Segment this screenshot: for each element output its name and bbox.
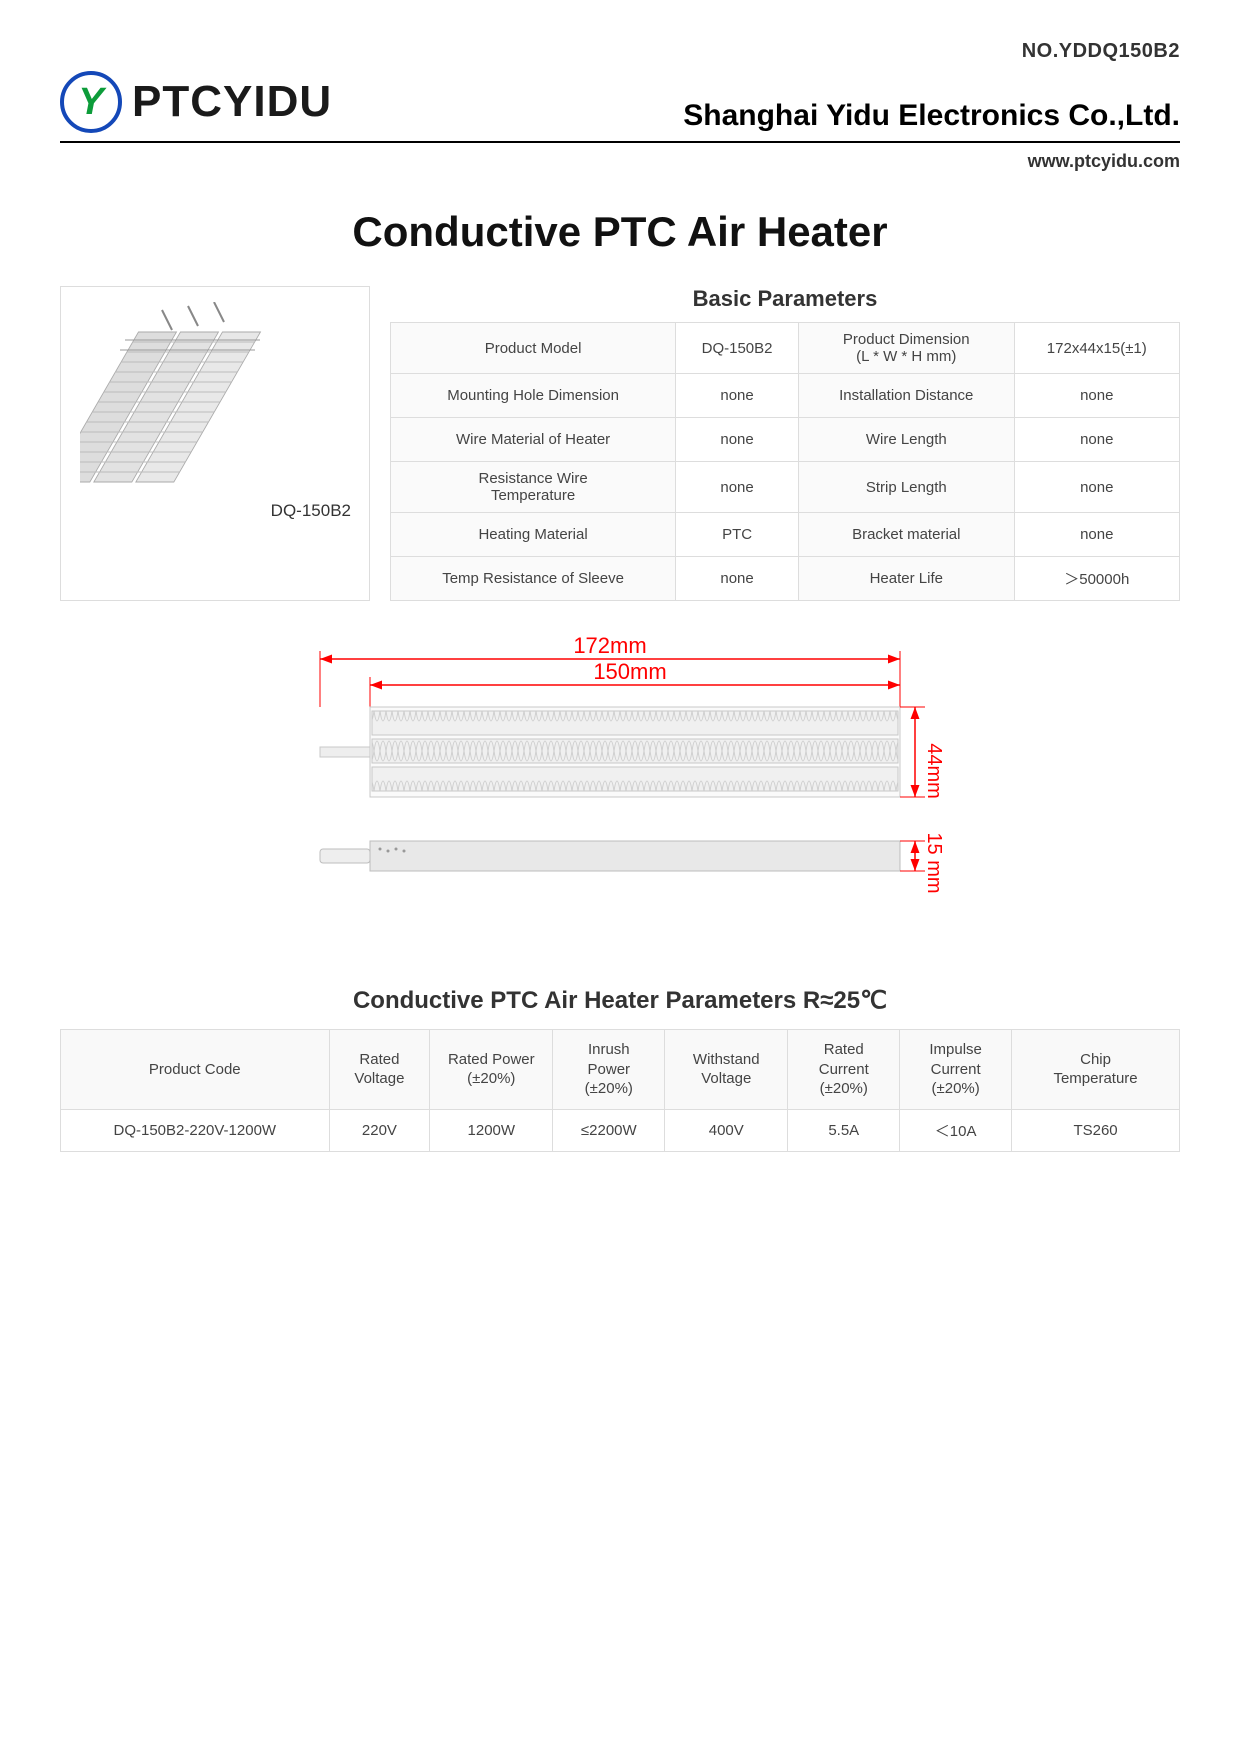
table-header: Withstand Voltage bbox=[665, 1030, 788, 1110]
document-number: NO.YDDQ150B2 bbox=[60, 40, 1180, 63]
table-cell: Mounting Hole Dimension bbox=[391, 374, 676, 418]
table-cell: PTC bbox=[676, 513, 799, 557]
table-cell: Temp Resistance of Sleeve bbox=[391, 557, 676, 601]
product-model-label: DQ-150B2 bbox=[271, 501, 359, 521]
header: Y PTCYIDU Shanghai Yidu Electronics Co.,… bbox=[60, 71, 1180, 143]
product-image-card: DQ-150B2 bbox=[60, 286, 370, 601]
table-cell: none bbox=[676, 418, 799, 462]
website-url: www.ptcyidu.com bbox=[60, 151, 1180, 172]
table-header: Rated Current (±20%) bbox=[788, 1030, 900, 1110]
logo: Y PTCYIDU bbox=[60, 71, 332, 133]
table-cell: Resistance Wire Temperature bbox=[391, 462, 676, 513]
table-cell: none bbox=[676, 557, 799, 601]
table-cell: Bracket material bbox=[798, 513, 1014, 557]
table-cell: ＞50000h bbox=[1014, 557, 1179, 601]
company-name: Shanghai Yidu Electronics Co.,Ltd. bbox=[683, 99, 1180, 133]
table-cell: 172x44x15(±1) bbox=[1014, 323, 1179, 374]
logo-text: PTCYIDU bbox=[132, 77, 332, 127]
product-image bbox=[75, 297, 355, 497]
table-cell: TS260 bbox=[1012, 1109, 1180, 1151]
table-header: Chip Temperature bbox=[1012, 1030, 1180, 1110]
logo-mark-icon: Y bbox=[60, 71, 122, 133]
dim-width: 44mm bbox=[923, 743, 945, 799]
table-cell: none bbox=[676, 462, 799, 513]
table-cell: 400V bbox=[665, 1109, 788, 1151]
table-cell: 5.5A bbox=[788, 1109, 900, 1151]
table-cell: 1200W bbox=[430, 1109, 553, 1151]
table-cell: none bbox=[1014, 462, 1179, 513]
table-cell: DQ-150B2 bbox=[676, 323, 799, 374]
page-title: Conductive PTC Air Heater bbox=[60, 208, 1180, 256]
table-header: Rated Power (±20%) bbox=[430, 1030, 553, 1110]
table-header: Product Code bbox=[61, 1030, 330, 1110]
table-cell: DQ-150B2-220V-1200W bbox=[61, 1109, 330, 1151]
side-view bbox=[320, 841, 900, 871]
dim-height: 15 mm bbox=[923, 832, 945, 893]
table-header: Impulse Current (±20%) bbox=[900, 1030, 1012, 1110]
table-cell: none bbox=[1014, 513, 1179, 557]
table-cell: Heater Life bbox=[798, 557, 1014, 601]
table-cell: none bbox=[1014, 374, 1179, 418]
table-cell: Installation Distance bbox=[798, 374, 1014, 418]
table-cell: Product Model bbox=[391, 323, 676, 374]
table-cell: Product Dimension (L * W * H mm) bbox=[798, 323, 1014, 374]
table-cell: none bbox=[676, 374, 799, 418]
top-section: DQ-150B2 Basic Parameters Product ModelD… bbox=[60, 286, 1180, 601]
table-header: Inrush Power (±20%) bbox=[553, 1030, 665, 1110]
table-cell: Wire Length bbox=[798, 418, 1014, 462]
table-header: Rated Voltage bbox=[329, 1030, 430, 1110]
table-cell: Heating Material bbox=[391, 513, 676, 557]
params2-title: Conductive PTC Air Heater Parameters R≈2… bbox=[60, 986, 1180, 1015]
dimension-drawing: 172mm 150mm 44mm 15 mm bbox=[260, 631, 980, 936]
table-cell: Strip Length bbox=[798, 462, 1014, 513]
table-cell: 220V bbox=[329, 1109, 430, 1151]
basic-params-table: Product ModelDQ-150B2Product Dimension (… bbox=[390, 322, 1180, 601]
heater-3d-icon bbox=[80, 302, 350, 492]
basic-parameters: Basic Parameters Product ModelDQ-150B2Pr… bbox=[390, 286, 1180, 601]
front-view bbox=[320, 707, 900, 797]
params2-table: Product CodeRated VoltageRated Power (±2… bbox=[60, 1029, 1180, 1152]
table-cell: ≤2200W bbox=[553, 1109, 665, 1151]
basic-params-title: Basic Parameters bbox=[390, 286, 1180, 312]
dim-length-inner: 150mm bbox=[593, 659, 666, 684]
table-cell: none bbox=[1014, 418, 1179, 462]
table-cell: Wire Material of Heater bbox=[391, 418, 676, 462]
table-cell: ＜10A bbox=[900, 1109, 1012, 1151]
dim-length-outer: 172mm bbox=[573, 633, 646, 658]
